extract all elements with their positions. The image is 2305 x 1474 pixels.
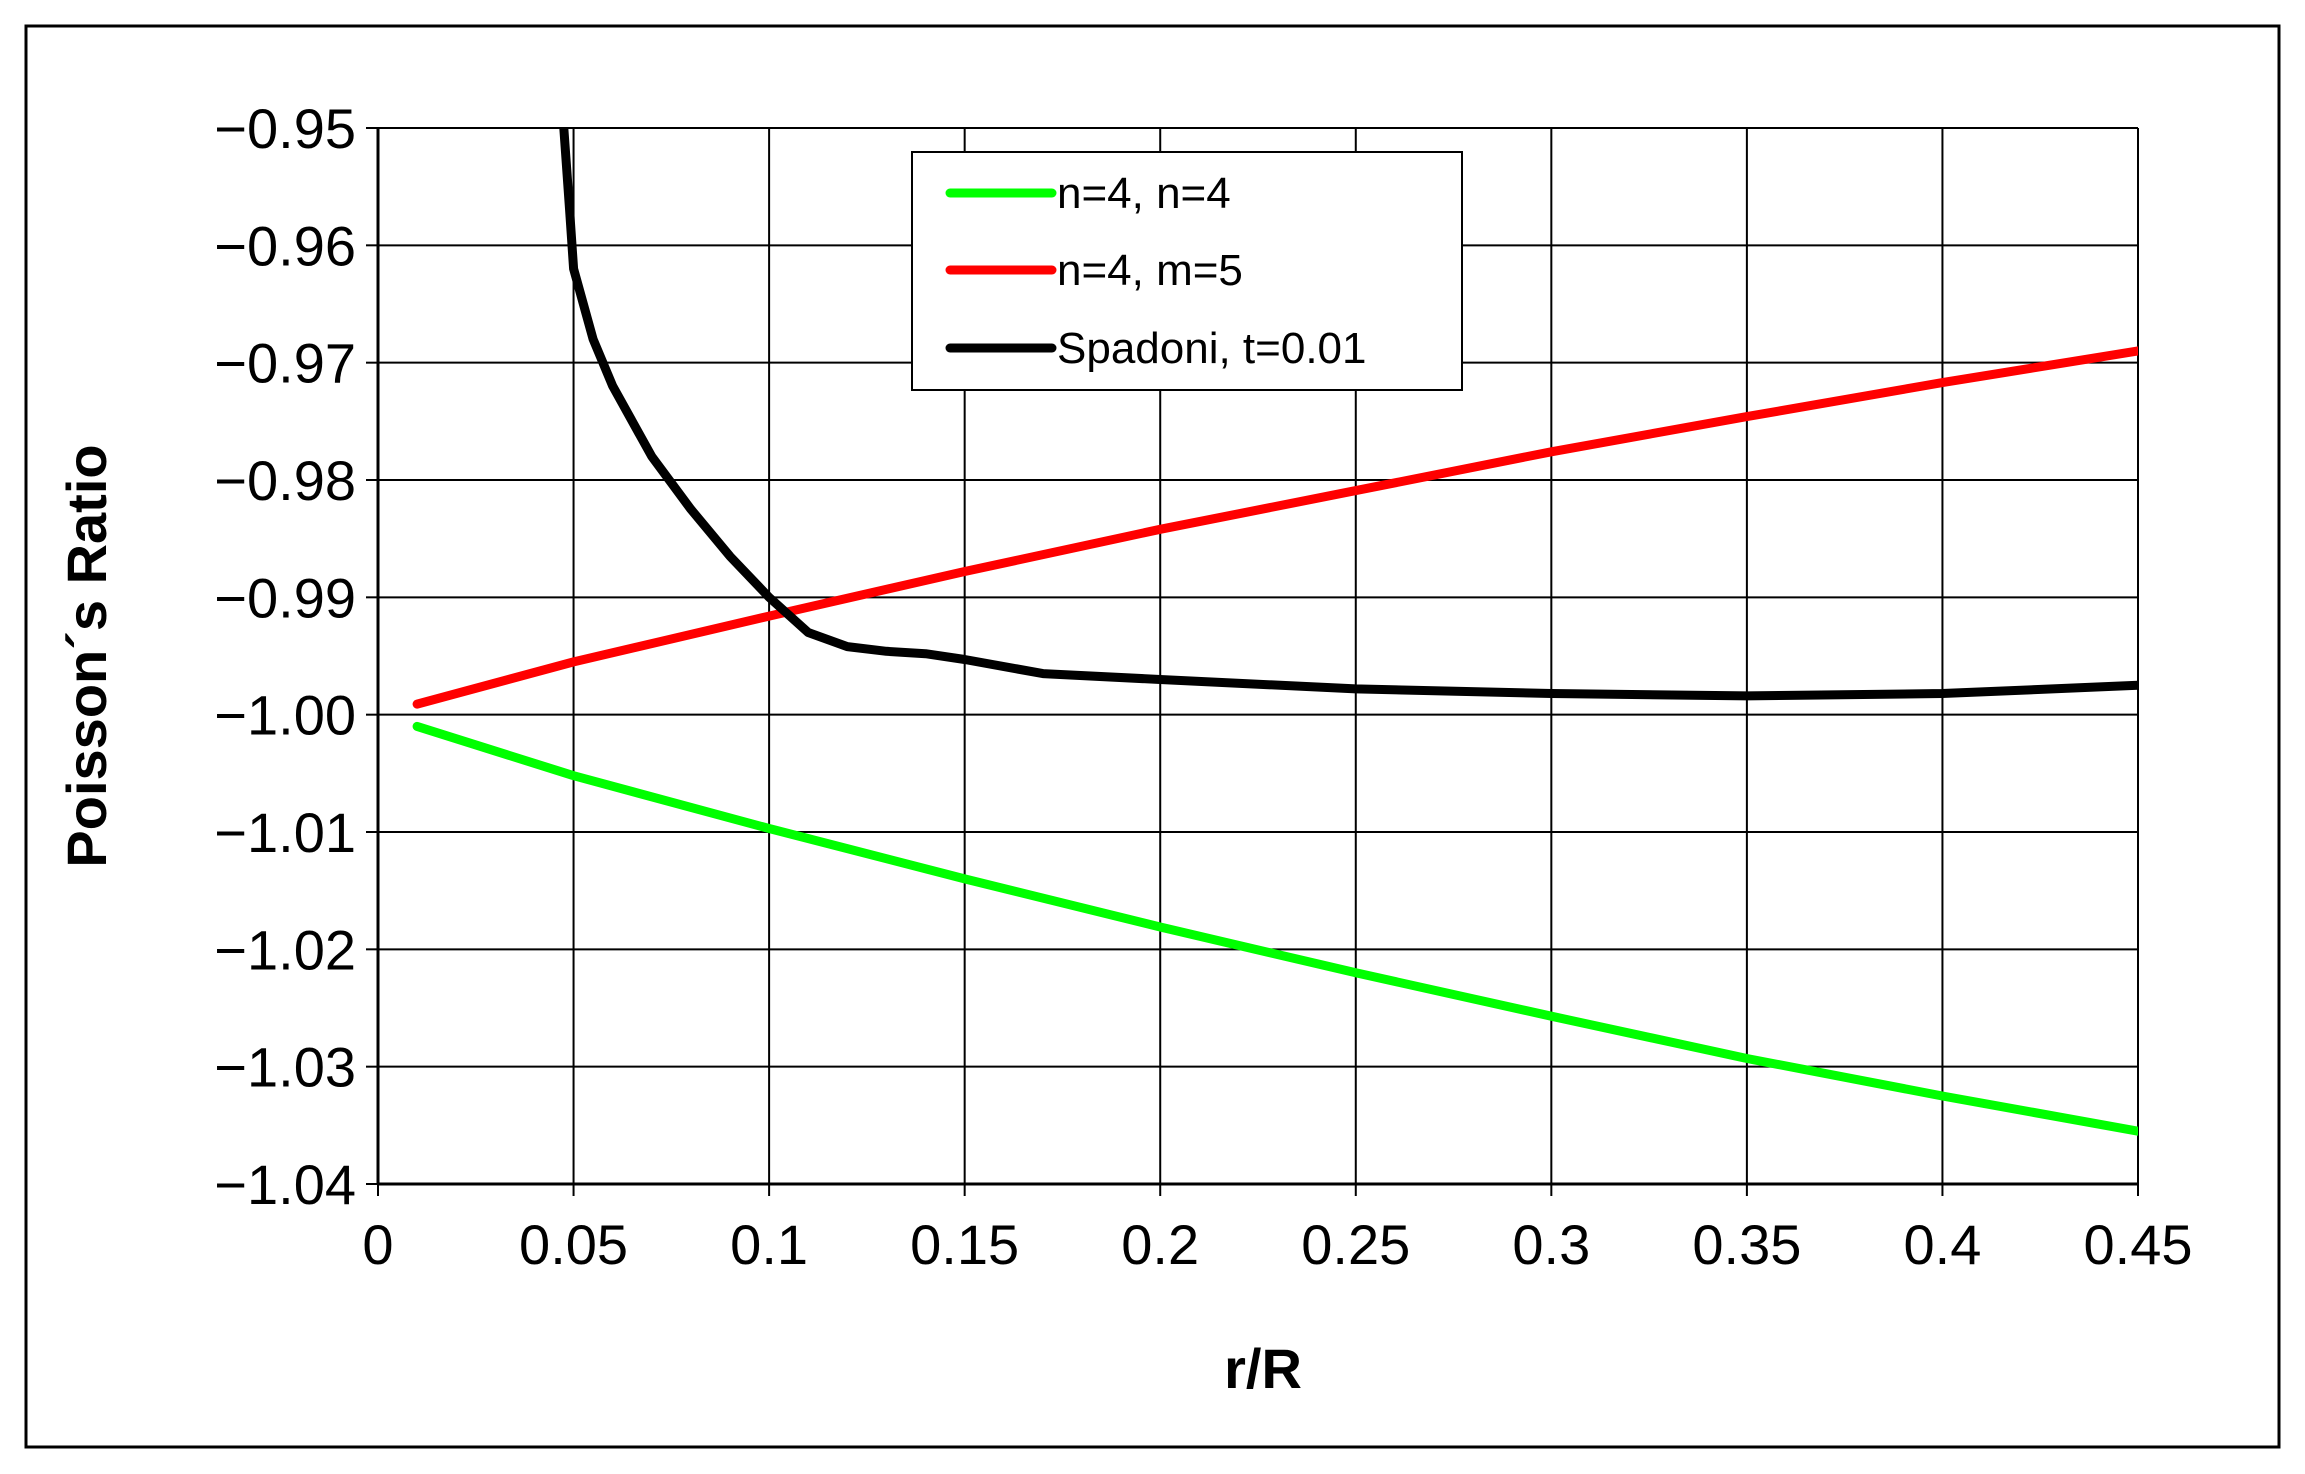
x-tick-label: 0.2 [1121,1213,1199,1276]
legend: n=4, n=4 n=4, m=5 Spadoni, t=0.01 [911,151,1463,391]
x-tick-label: 0.35 [1692,1213,1801,1276]
x-tick-label: 0.1 [730,1213,808,1276]
series-line-2 [559,128,2138,701]
x-tick-label: 0.05 [519,1213,628,1276]
y-tick-label: −0.97 [214,332,356,395]
x-tick-label: 0 [362,1213,393,1276]
legend-label-1: n=4, m=5 [1057,246,1243,295]
legend-label-0: n=4, n=4 [1057,169,1231,218]
y-axis-title: Poisson´s Ratio [55,444,118,867]
y-tick-label: −0.95 [214,97,356,160]
series-line-0 [412,721,2138,1136]
y-tick-label: −1.04 [214,1153,356,1216]
y-tick-label: −0.96 [214,214,356,277]
y-tick-label: −1.03 [214,1036,356,1099]
x-tick-label: 0.45 [2084,1213,2193,1276]
x-tick-label: 0.4 [1904,1213,1982,1276]
y-tick-label: −1.02 [214,918,356,981]
x-tick-label: 0.3 [1512,1213,1590,1276]
y-tick-label: −0.98 [214,449,356,512]
axes [366,127,2139,1196]
y-tick-label: −1.01 [214,801,356,864]
series-line-1 [412,346,2138,709]
series-group [412,128,2138,1136]
x-axis-title: r/R [1224,1337,1302,1400]
legend-label-2: Spadoni, t=0.01 [1057,324,1366,373]
tick-labels: 0 0.05 0.1 0.15 0.2 0.25 0.3 0.35 0.4 0.45 −0.95 −0… [214,97,2192,1276]
y-tick-label: −1.00 [214,684,356,747]
y-tick-label: −0.99 [214,566,356,629]
x-tick-label: 0.25 [1301,1213,1410,1276]
x-tick-label: 0.15 [910,1213,1019,1276]
